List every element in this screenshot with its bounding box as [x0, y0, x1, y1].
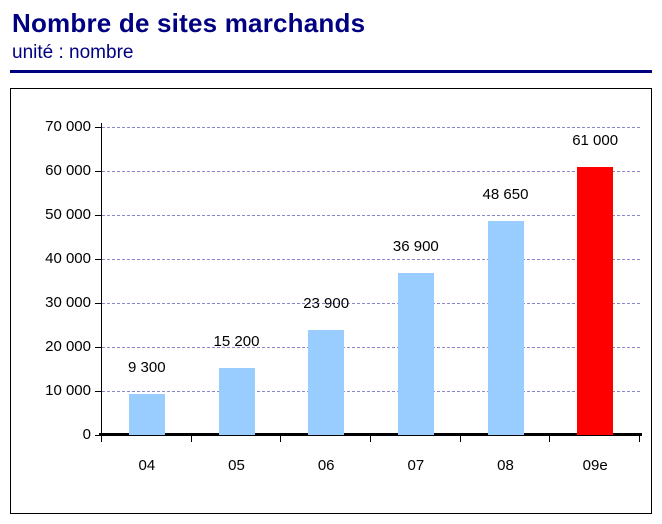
- y-axis-tick: [95, 259, 102, 260]
- x-axis-tick: [101, 436, 102, 442]
- y-axis-label: 20 000: [45, 338, 91, 355]
- y-axis-tick: [95, 347, 102, 348]
- y-axis-tick: [95, 303, 102, 304]
- x-axis-tick: [280, 436, 282, 442]
- bar-value-label: 61 000: [572, 131, 619, 149]
- bar-value-label: 9 300: [128, 359, 166, 377]
- x-axis-label: 04: [138, 457, 156, 474]
- bar: [218, 368, 255, 435]
- bar: [128, 394, 165, 435]
- x-axis-label: 09e: [582, 457, 608, 474]
- y-axis-label: 40 000: [45, 250, 91, 267]
- y-axis-label: 60 000: [45, 162, 91, 179]
- gridline: [102, 171, 640, 172]
- y-axis-tick: [95, 435, 102, 436]
- chart-subtitle: unité : nombre: [12, 42, 134, 63]
- y-axis-tick: [95, 171, 102, 172]
- chart-frame: 0 10 000 20 000 30 000 40 000 50 000 60 000 70 …: [10, 88, 652, 514]
- x-axis-label: 07: [407, 457, 425, 474]
- x-axis-label: 05: [228, 457, 245, 474]
- x-axis-tick: [459, 436, 461, 442]
- bar: [308, 329, 345, 435]
- bar: [487, 220, 524, 435]
- y-axis-label: 50 000: [45, 206, 91, 223]
- x-axis-tick: [549, 436, 551, 442]
- header-underline: [10, 70, 652, 73]
- gridline: [102, 303, 640, 304]
- bar-value-label: 48 650: [482, 185, 529, 203]
- page-title: Nombre de sites marchands: [12, 8, 366, 38]
- y-axis-label: 10 000: [45, 382, 91, 399]
- x-axis-tick: [370, 436, 371, 442]
- x-axis-label: 06: [317, 457, 335, 474]
- y-axis-tick: [95, 215, 102, 216]
- gridline: [102, 127, 640, 128]
- bar-value-label: 36 900: [392, 237, 439, 255]
- x-axis-tick: [190, 436, 192, 442]
- bar-value-label: 15 200: [213, 333, 260, 351]
- y-axis-tick: [95, 391, 102, 392]
- y-axis-label: 0: [82, 426, 91, 443]
- x-axis-label: 08: [497, 457, 514, 474]
- y-axis-tick: [95, 127, 102, 128]
- gridline: [102, 215, 640, 216]
- y-axis-line: [101, 123, 102, 435]
- gridline: [102, 347, 640, 348]
- y-axis-label: 30 000: [45, 294, 91, 311]
- gridline: [102, 391, 640, 392]
- bar-value-label: 23 900: [303, 294, 350, 312]
- x-axis-line: [99, 433, 642, 436]
- y-axis-label: 70 000: [45, 118, 91, 135]
- gridline: [102, 259, 640, 260]
- bar: [577, 166, 614, 435]
- x-axis-tick: [639, 436, 640, 442]
- bar: [397, 272, 434, 435]
